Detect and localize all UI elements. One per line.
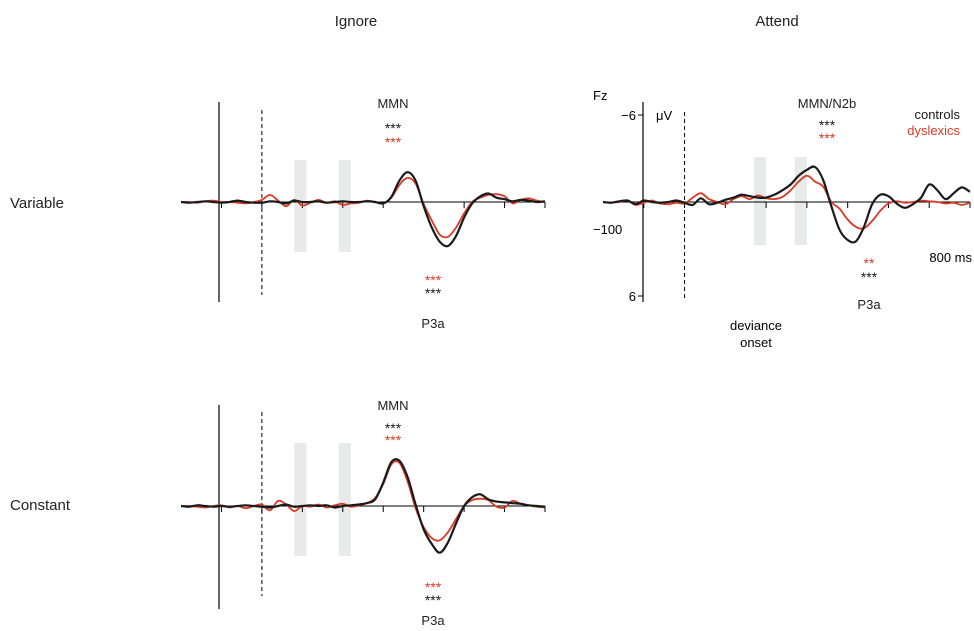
column-title-attend: Attend: [755, 13, 798, 30]
significance-stars: ***: [385, 120, 402, 136]
column-title-ignore: Ignore: [335, 13, 378, 30]
row-label-variable: Variable: [10, 195, 64, 212]
deviance-onset-label-line1: deviance: [730, 318, 782, 333]
legend-dyslexics: dyslexics: [907, 123, 960, 138]
series-line-controls: [180, 171, 546, 248]
y-tick-top: −6: [621, 108, 636, 123]
panel-attend-variable: MMN/N2b***********P3a: [602, 96, 971, 312]
x-tick-left: −100: [593, 222, 622, 237]
significance-stars: ***: [425, 285, 442, 301]
y-tick-bottom: 6: [629, 289, 636, 304]
component-label: P3a: [857, 297, 881, 312]
significance-stars: ***: [385, 134, 402, 150]
shaded-window-2: [338, 160, 351, 252]
series-line-controls: [180, 458, 546, 554]
significance-stars: ***: [819, 117, 836, 133]
deviance-onset-label-line2: onset: [740, 335, 772, 350]
component-label: MMN: [377, 398, 408, 413]
row-label-constant: Constant: [10, 497, 71, 514]
axis-unit-label: μV: [656, 108, 672, 123]
significance-stars: **: [864, 255, 875, 271]
series-line-dyslexics: [602, 174, 971, 230]
axis-channel-label: Fz: [593, 88, 607, 103]
shaded-window-1: [294, 443, 307, 556]
panel-ignore-constant: MMN************P3a: [180, 398, 546, 628]
significance-stars: ***: [385, 432, 402, 448]
shaded-window-1: [753, 157, 767, 245]
series-line-dyslexics: [180, 176, 546, 239]
shaded-window-2: [338, 443, 351, 556]
series-line-controls: [602, 165, 971, 244]
significance-stars: ***: [385, 420, 402, 436]
significance-stars: ***: [819, 130, 836, 146]
shaded-window-2: [794, 157, 807, 245]
x-tick-right: 800 ms: [929, 250, 972, 265]
component-label: P3a: [421, 316, 445, 331]
component-label: MMN/N2b: [798, 96, 857, 111]
significance-stars: ***: [425, 272, 442, 288]
significance-stars: ***: [425, 592, 442, 608]
component-label: P3a: [421, 613, 445, 628]
significance-stars: ***: [861, 269, 878, 285]
panel-ignore-variable: MMN************P3a: [180, 96, 546, 331]
shaded-window-1: [294, 160, 307, 252]
legend-controls: controls: [914, 107, 960, 122]
component-label: MMN: [377, 96, 408, 111]
significance-stars: ***: [425, 579, 442, 595]
